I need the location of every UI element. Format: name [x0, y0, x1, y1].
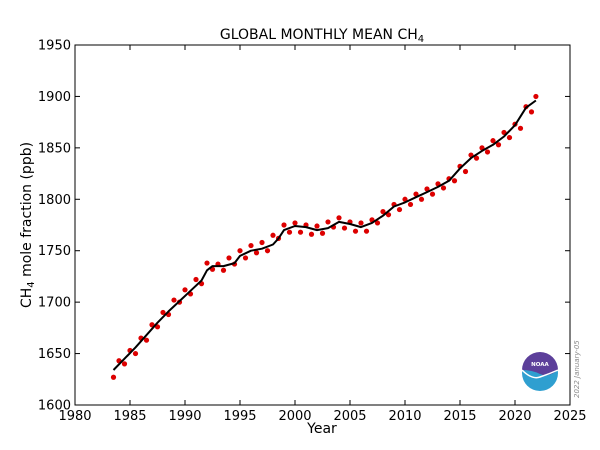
x-tick-label: 2015 — [443, 409, 476, 424]
data-point — [528, 109, 535, 115]
data-point — [358, 220, 364, 226]
data-point — [424, 186, 430, 192]
data-point — [506, 134, 513, 141]
data-point — [352, 228, 359, 234]
data-point — [160, 309, 166, 316]
x-tick-label: 2000 — [278, 409, 311, 424]
noaa-logo: NOAA — [521, 352, 559, 391]
date-stamp: 2022 January-05 — [573, 340, 581, 398]
data-point — [182, 287, 188, 293]
data-point — [286, 229, 293, 235]
data-point — [418, 196, 425, 202]
monthly-data-points — [110, 93, 539, 380]
y-axis: 1600 1650 1700 1750 1800 1850 1900 1950 — [38, 39, 570, 414]
x-tick-label: 1985 — [113, 409, 146, 424]
data-point — [495, 142, 502, 148]
x-tick-label: 1990 — [168, 409, 201, 424]
data-point — [380, 209, 386, 215]
data-point — [336, 215, 342, 221]
x-tick-label: 1980 — [58, 409, 91, 424]
data-point — [193, 276, 199, 283]
y-tick-label: 1700 — [38, 296, 71, 311]
y-tick-label: 1650 — [38, 347, 71, 362]
x-tick-label: 2010 — [388, 409, 421, 424]
data-point — [429, 191, 436, 197]
data-point — [451, 178, 458, 184]
data-point — [297, 229, 304, 235]
data-point — [220, 267, 227, 273]
x-tick-label: 2005 — [333, 409, 366, 424]
data-point — [533, 93, 539, 100]
plot-area — [74, 44, 571, 406]
y-tick-label: 1900 — [38, 90, 71, 105]
data-point — [407, 201, 414, 208]
y-tick-label: 1950 — [38, 39, 71, 54]
x-tick-label: 2020 — [498, 409, 531, 424]
data-point — [264, 248, 271, 254]
data-point — [501, 129, 507, 136]
y-tick-label: 1750 — [38, 244, 71, 259]
y-tick-label: 1800 — [38, 193, 71, 208]
data-point — [242, 255, 249, 261]
data-point — [319, 230, 326, 236]
data-point — [281, 222, 287, 228]
data-point — [308, 231, 315, 237]
data-point — [374, 220, 381, 226]
data-point — [226, 255, 232, 261]
data-point — [253, 250, 260, 256]
data-point — [259, 239, 265, 246]
data-point — [121, 361, 128, 367]
noaa-logo-text: NOAA — [531, 362, 549, 368]
trend-line-layer — [112, 99, 537, 371]
data-point — [270, 232, 276, 238]
data-point — [490, 138, 496, 144]
data-point — [325, 219, 331, 225]
data-point — [517, 125, 524, 131]
x-tick-label: 1995 — [223, 409, 256, 424]
y-tick-label: 1850 — [38, 141, 71, 156]
y-tick-label: 1600 — [38, 399, 71, 414]
x-axis-label: Year — [306, 421, 337, 437]
y-axis-label: CH4 mole fraction (ppb) — [19, 142, 37, 308]
data-point — [402, 196, 408, 202]
trend-line — [112, 99, 537, 371]
data-point — [292, 220, 298, 226]
data-point — [413, 191, 419, 197]
data-point — [204, 260, 210, 266]
x-axis: 1980 1985 1990 1995 2000 2005 2010 2015 2020 2025 — [58, 45, 587, 424]
data-point — [132, 350, 139, 357]
data-point — [237, 248, 243, 254]
chart-title: GLOBAL MONTHLY MEAN CH4 — [220, 27, 424, 45]
data-point — [314, 223, 320, 229]
data-point — [396, 206, 403, 213]
x-tick-label: 2025 — [553, 409, 586, 424]
data-point — [440, 185, 447, 191]
data-point — [473, 155, 480, 161]
data-point — [462, 168, 469, 175]
data-point — [341, 225, 348, 231]
data-point — [143, 337, 150, 343]
data-point — [484, 149, 491, 155]
data-point — [248, 242, 254, 249]
data-point — [110, 374, 117, 380]
data-point — [171, 297, 177, 303]
data-point — [363, 228, 370, 234]
